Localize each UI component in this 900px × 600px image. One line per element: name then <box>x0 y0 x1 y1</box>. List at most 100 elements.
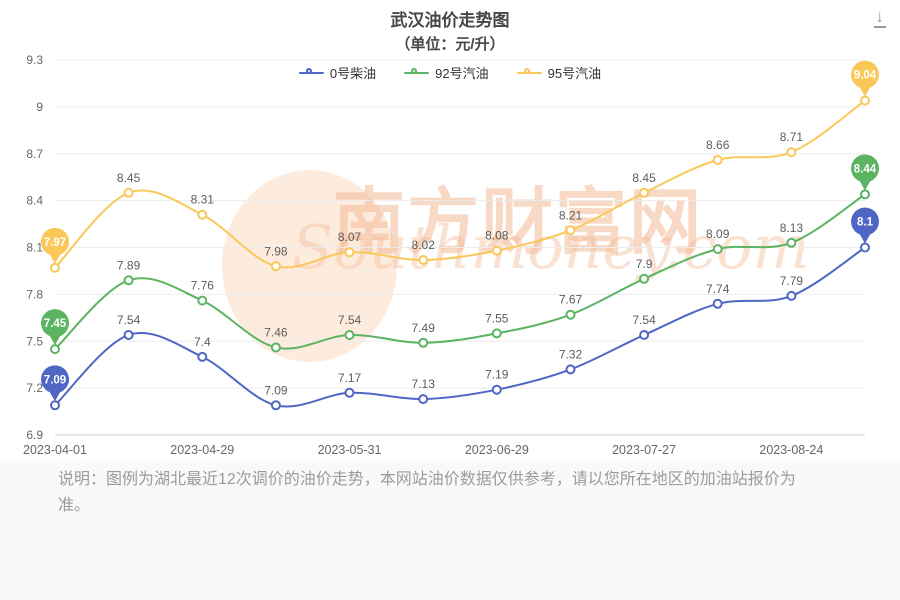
chart-subtitle: （单位：元/升） <box>395 36 505 53</box>
data-point[interactable] <box>50 400 60 411</box>
data-point[interactable] <box>50 344 60 355</box>
value-pin-label: 9.04 <box>854 70 877 82</box>
data-point[interactable] <box>50 262 60 273</box>
data-point[interactable] <box>491 245 502 256</box>
y-axis-tick-label: 6.9 <box>26 428 43 442</box>
legend-item-1[interactable]: 92号汽油 <box>404 63 489 82</box>
footer: 说明：图例为湖北最近12次调价的油价走势，本网站油价数据仅供参考，请以您所在地区… <box>0 460 900 600</box>
data-point[interactable] <box>197 209 208 220</box>
data-point[interactable] <box>712 298 723 309</box>
series-line-0 <box>54 246 866 408</box>
data-point[interactable] <box>491 384 502 395</box>
chart-header: 武汉油价走势图 （单位：元/升） <box>0 6 900 54</box>
data-label: 8.31 <box>191 193 215 207</box>
y-axis-tick-label: 8.4 <box>26 194 43 208</box>
chart-title: 武汉油价走势图 <box>390 11 510 30</box>
data-label: 7.54 <box>117 313 141 327</box>
value-pin-label: 7.09 <box>44 374 66 386</box>
data-point[interactable] <box>860 242 870 253</box>
x-axis-tick-label: 2023-07-27 <box>612 443 676 457</box>
legend-line-marker-icon <box>404 67 430 79</box>
data-label: 7.54 <box>338 313 362 327</box>
data-label: 7.74 <box>706 282 730 296</box>
legend-item-0[interactable]: 0号柴油 <box>298 63 377 82</box>
data-point[interactable] <box>786 147 797 158</box>
x-axis-tick-label: 2023-08-24 <box>759 443 823 457</box>
data-point[interactable] <box>786 237 797 248</box>
value-pin <box>851 207 880 244</box>
data-point[interactable] <box>639 273 650 284</box>
value-pin-label: 8.44 <box>854 163 877 175</box>
data-label: 7.98 <box>264 244 288 258</box>
data-point[interactable] <box>418 394 429 405</box>
data-point[interactable] <box>270 342 281 353</box>
data-point[interactable] <box>712 155 723 165</box>
data-point[interactable] <box>418 255 429 265</box>
data-point[interactable] <box>123 330 134 340</box>
data-point[interactable] <box>639 187 650 198</box>
legend-line-marker-icon <box>298 67 324 79</box>
data-point[interactable] <box>860 95 870 106</box>
data-point[interactable] <box>270 400 281 411</box>
x-axis-tick-label: 2023-05-31 <box>318 443 382 457</box>
data-label: 7.49 <box>412 321 436 335</box>
data-point[interactable] <box>565 309 576 320</box>
data-label: 7.79 <box>780 274 804 288</box>
value-pin <box>41 227 69 264</box>
data-label: 7.17 <box>338 371 362 385</box>
data-label: 8.08 <box>485 229 509 243</box>
data-point[interactable] <box>344 330 355 340</box>
data-label: 8.45 <box>632 171 656 185</box>
data-point[interactable] <box>786 290 797 301</box>
data-label: 7.9 <box>636 257 653 271</box>
y-axis-tick-label: 9 <box>36 100 43 114</box>
data-point[interactable] <box>197 295 208 306</box>
data-point[interactable] <box>344 387 355 398</box>
legend-label: 0号柴油 <box>329 66 377 81</box>
data-label: 7.76 <box>191 279 215 293</box>
data-label: 7.89 <box>117 258 141 272</box>
data-point[interactable] <box>565 225 576 236</box>
value-pin <box>851 154 880 191</box>
data-point[interactable] <box>418 337 429 348</box>
data-point[interactable] <box>197 351 208 362</box>
data-point[interactable] <box>639 330 650 340</box>
data-point[interactable] <box>344 247 355 258</box>
data-point[interactable] <box>712 244 723 255</box>
line-chart: 6.9 7.2 7.5 7.8 8.1 8.4 8.7 9 9.3 2023-04-01 2023-… <box>23 53 880 457</box>
x-axis-tick-label: 2023-04-01 <box>23 443 87 457</box>
data-label: 7.46 <box>264 326 288 340</box>
legend-label: 92号汽油 <box>435 66 489 81</box>
data-point[interactable] <box>123 275 134 286</box>
data-point[interactable] <box>860 189 870 200</box>
disclaimer-note: 说明：图例为湖北最近12次调价的油价走势，本网站油价数据仅供参考，请以您所在地区… <box>58 471 796 514</box>
data-point[interactable] <box>491 328 502 339</box>
value-pin <box>851 60 880 97</box>
data-point[interactable] <box>123 187 134 198</box>
value-pin-label: 7.45 <box>44 318 67 330</box>
data-label: 7.67 <box>559 293 583 307</box>
data-label: 8.07 <box>338 230 362 244</box>
value-pin <box>41 309 69 346</box>
x-axis-tick-label: 2023-06-29 <box>465 443 529 457</box>
value-pin-label: 8.1 <box>857 217 874 229</box>
value-pin <box>41 365 69 402</box>
data-label: 8.09 <box>706 227 730 241</box>
data-label: 7.13 <box>412 377 436 391</box>
data-point[interactable] <box>270 261 281 272</box>
data-label: 8.13 <box>780 221 804 235</box>
data-label: 8.21 <box>559 208 583 222</box>
data-label: 8.02 <box>412 238 436 252</box>
legend-item-2[interactable]: 95号汽油 <box>516 63 601 82</box>
x-axis-tick-label: 2023-04-29 <box>170 443 234 457</box>
data-label: 7.54 <box>632 313 656 327</box>
data-label: 7.32 <box>559 347 583 361</box>
data-point[interactable] <box>565 364 576 375</box>
download-icon[interactable]: ↓ <box>873 7 886 28</box>
y-axis-tick-label: 8.7 <box>26 147 43 161</box>
data-label: 7.55 <box>485 311 509 325</box>
series-line-2 <box>54 99 866 269</box>
data-label: 7.4 <box>194 335 211 349</box>
data-label: 8.66 <box>706 138 730 152</box>
